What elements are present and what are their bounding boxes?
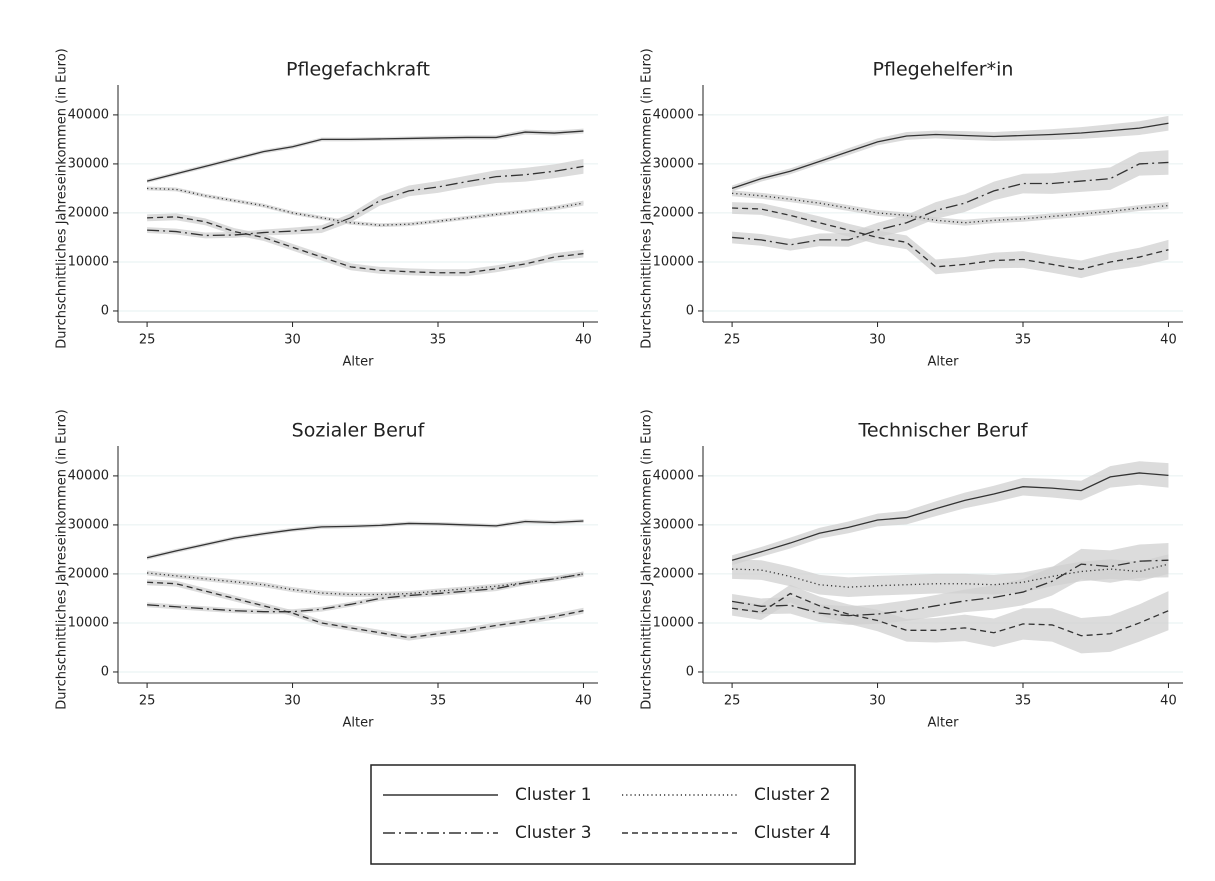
- legend-label: Cluster 1: [515, 785, 592, 805]
- legend-label: Cluster 2: [754, 785, 831, 805]
- confidence-band: [147, 186, 584, 228]
- series-line: [732, 192, 1169, 224]
- confidence-band: [732, 584, 1169, 654]
- x-tick-label: 40: [575, 694, 592, 709]
- confidence-band: [732, 202, 1169, 279]
- y-tick-label: 40000: [653, 107, 694, 122]
- series-line: [732, 161, 1169, 246]
- x-tick-label: 30: [869, 333, 886, 348]
- x-tick-label: 40: [575, 333, 592, 348]
- y-tick-label: 10000: [68, 254, 109, 269]
- confidence-band: [147, 519, 584, 560]
- confidence-band: [732, 190, 1169, 226]
- series-line: [146, 520, 584, 559]
- y-tick-label: 30000: [653, 156, 694, 171]
- series-line: [147, 216, 584, 274]
- confidence-band: [732, 554, 1169, 597]
- x-tick-label: 40: [1160, 333, 1177, 348]
- series-line: [731, 559, 1169, 617]
- y-tick-label: 10000: [68, 615, 109, 630]
- y-tick-label: 0: [686, 664, 694, 679]
- y-tick-label: 40000: [653, 468, 694, 483]
- legend-label: Cluster 3: [515, 823, 592, 843]
- x-tick-label: 35: [430, 694, 447, 709]
- y-tick-label: 0: [101, 303, 109, 318]
- series-line: [147, 165, 584, 237]
- y-tick-label: 20000: [653, 566, 694, 581]
- series-line: [731, 122, 1169, 190]
- series-line: [147, 581, 584, 639]
- series-line: [732, 207, 1169, 270]
- legend-box: [370, 764, 856, 865]
- x-tick-label: 35: [1015, 333, 1032, 348]
- confidence-band: [732, 461, 1169, 566]
- y-tick-label: 40000: [68, 468, 109, 483]
- series-line: [147, 573, 584, 613]
- x-axis-label: Alter: [928, 355, 960, 370]
- y-tick-label: 20000: [68, 566, 109, 581]
- y-axis-label: Durchschnittliches Jahreseinkommen (in E…: [640, 48, 655, 348]
- y-axis-label: Durchschnittliches Jahreseinkommen (in E…: [55, 409, 70, 709]
- y-axis-label: Durchschnittliches Jahreseinkommen (in E…: [55, 48, 70, 348]
- x-tick-label: 25: [139, 694, 156, 709]
- y-tick-label: 0: [686, 303, 694, 318]
- y-tick-label: 10000: [653, 615, 694, 630]
- confidence-band: [147, 579, 584, 641]
- confidence-band: [732, 543, 1169, 625]
- x-tick-label: 40: [1160, 694, 1177, 709]
- series-line: [731, 472, 1169, 561]
- y-axis-label: Durchschnittliches Jahreseinkommen (in E…: [640, 409, 655, 709]
- x-tick-label: 30: [284, 333, 301, 348]
- y-tick-label: 0: [101, 664, 109, 679]
- x-tick-label: 30: [869, 694, 886, 709]
- x-axis-label: Alter: [343, 355, 375, 370]
- y-tick-label: 40000: [68, 107, 109, 122]
- x-tick-label: 30: [284, 694, 301, 709]
- x-tick-label: 35: [1015, 694, 1032, 709]
- legend-label: Cluster 4: [754, 823, 831, 843]
- y-tick-label: 10000: [653, 254, 694, 269]
- series-line: [147, 572, 584, 596]
- x-axis-label: Alter: [343, 716, 375, 731]
- confidence-band: [147, 571, 584, 615]
- x-tick-label: 25: [139, 333, 156, 348]
- y-tick-label: 20000: [653, 205, 694, 220]
- y-tick-label: 30000: [68, 156, 109, 171]
- x-tick-label: 25: [724, 333, 741, 348]
- x-axis-label: Alter: [928, 716, 960, 731]
- y-tick-label: 30000: [653, 517, 694, 532]
- series-line: [146, 130, 584, 182]
- x-tick-label: 35: [430, 333, 447, 348]
- x-tick-label: 25: [724, 694, 741, 709]
- panel-title: Pflegefachkraft: [286, 59, 430, 81]
- confidence-band: [732, 150, 1169, 251]
- panel-title: Technischer Beruf: [857, 420, 1028, 442]
- confidence-band: [147, 159, 584, 239]
- panel-title: Sozialer Beruf: [292, 420, 426, 442]
- y-tick-label: 20000: [68, 205, 109, 220]
- panel-title: Pflegehelfer*in: [873, 59, 1014, 81]
- y-tick-label: 30000: [68, 517, 109, 532]
